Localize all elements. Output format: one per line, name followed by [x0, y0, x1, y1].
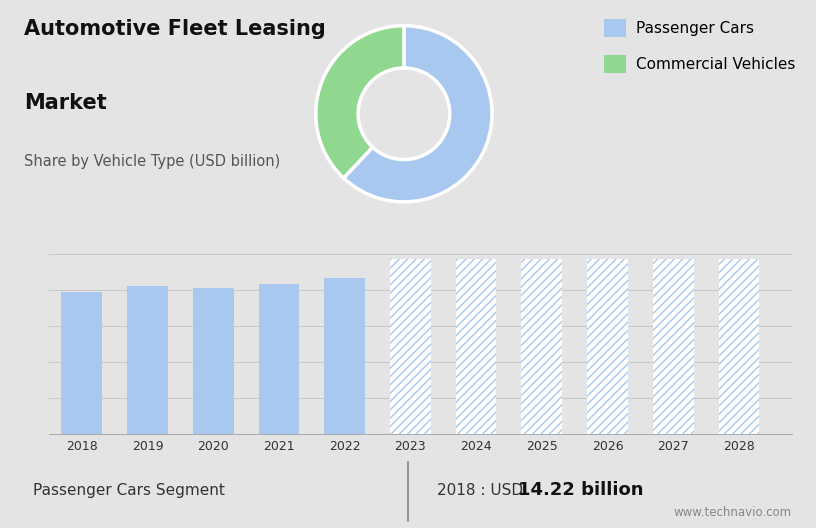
Legend: Passenger Cars, Commercial Vehicles: Passenger Cars, Commercial Vehicles — [600, 15, 800, 78]
Text: Market: Market — [24, 93, 107, 113]
Bar — [324, 278, 365, 434]
Text: Automotive Fleet Leasing: Automotive Fleet Leasing — [24, 18, 326, 39]
Bar — [588, 259, 628, 434]
Bar — [521, 259, 562, 434]
Bar — [61, 292, 102, 434]
Bar — [653, 259, 694, 434]
Bar — [259, 285, 299, 434]
Text: 2018 : USD: 2018 : USD — [437, 483, 528, 497]
Bar — [719, 259, 760, 434]
Bar — [390, 259, 431, 434]
Text: Passenger Cars Segment: Passenger Cars Segment — [33, 483, 224, 497]
Bar — [653, 259, 694, 434]
Text: www.technavio.com: www.technavio.com — [673, 506, 792, 519]
Bar — [455, 259, 496, 434]
Bar — [588, 259, 628, 434]
Text: 14.22 billion: 14.22 billion — [518, 481, 644, 499]
Wedge shape — [316, 26, 404, 178]
Bar — [719, 259, 760, 434]
Wedge shape — [344, 26, 492, 202]
Bar — [127, 286, 168, 434]
Bar — [521, 259, 562, 434]
Bar — [193, 288, 233, 434]
Bar — [455, 259, 496, 434]
Text: Share by Vehicle Type (USD billion): Share by Vehicle Type (USD billion) — [24, 154, 281, 168]
Bar — [390, 259, 431, 434]
